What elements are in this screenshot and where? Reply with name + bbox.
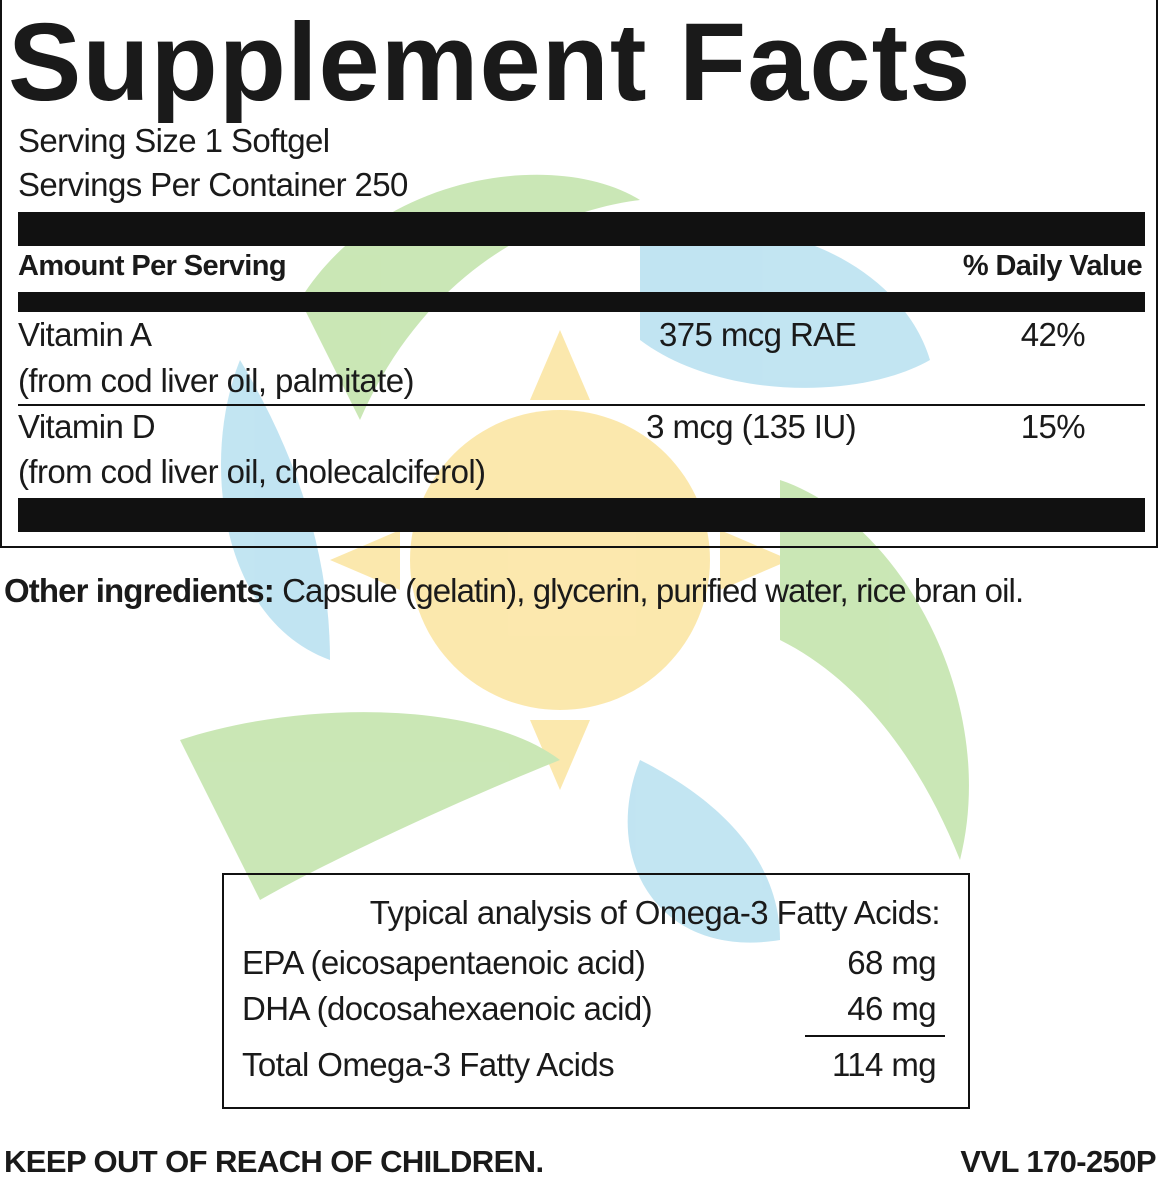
divider-bar: [18, 292, 1145, 312]
daily-value: 42%: [1020, 316, 1086, 353]
product-code: VVL 170-250P: [960, 1144, 1156, 1179]
nutrient-amount: 3 mcg (135 IU): [646, 408, 856, 445]
nutrient-amount: 375 mcg RAE: [659, 316, 857, 353]
omega-name: DHA (docosahexaenoic acid): [242, 990, 653, 1027]
omega-total-name: Total Omega-3 Fatty Acids: [242, 1046, 615, 1083]
column-header: Amount Per Serving: [18, 250, 287, 282]
nutrient-name: Vitamin D: [18, 408, 156, 445]
nutrient-source: (from cod liver oil, cholecalciferol): [18, 453, 486, 490]
daily-value: 15%: [1020, 408, 1086, 445]
divider-bar: [18, 498, 1145, 532]
serving-size: Serving Size 1 Softgel: [18, 122, 330, 159]
nutrient-source: (from cod liver oil, palmitate): [18, 362, 414, 399]
divider-bar: [18, 212, 1145, 246]
divider-line: [18, 404, 1145, 406]
omega-total-amount: 114 mg: [831, 1046, 937, 1083]
facts-box: [0, 0, 1158, 548]
other-ingredients: Other ingredients: Capsule (gelatin), gl…: [4, 568, 1158, 613]
servings-per-container: Servings Per Container 250: [18, 166, 408, 203]
nutrient-name: Vitamin A: [18, 316, 152, 353]
column-header: % Daily Value: [962, 250, 1143, 282]
other-ingredients-text: Capsule (gelatin), glycerin, purified wa…: [282, 572, 1024, 609]
omega-box: [222, 873, 970, 1109]
other-ingredients-label: Other ingredients:: [4, 572, 275, 609]
omega-name: EPA (eicosapentaenoic acid): [242, 944, 646, 981]
warning: KEEP OUT OF REACH OF CHILDREN.: [4, 1144, 544, 1179]
omega-amount: 68 mg: [847, 944, 936, 981]
omega-amount: 46 mg: [847, 990, 936, 1027]
sum-line: [805, 1035, 945, 1037]
title: Supplement Facts: [8, 1, 972, 124]
omega-title: Typical analysis of Omega-3 Fatty Acids:: [369, 894, 941, 931]
